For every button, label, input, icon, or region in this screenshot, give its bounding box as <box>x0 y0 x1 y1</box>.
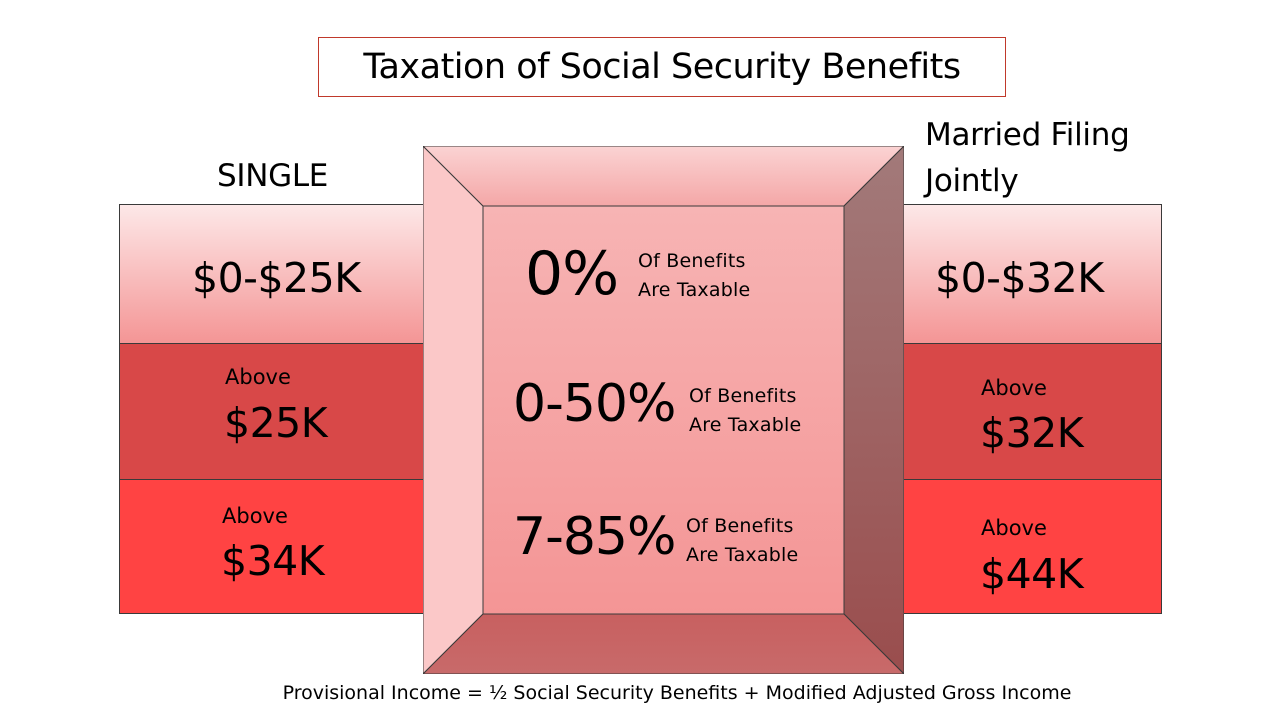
center-row-1-percent: 0% <box>525 239 619 309</box>
joint-tier-2: Above $32K <box>885 343 1162 480</box>
footer-formula-text: Provisional Income = ½ Social Security B… <box>282 682 1072 704</box>
single-heading: SINGLE <box>217 158 329 194</box>
single-tier-2: Above $25K <box>119 343 439 480</box>
single-tier-3: Above $34K <box>119 479 439 614</box>
center-bevel-block <box>423 146 904 674</box>
page-title: Taxation of Social Security Benefits <box>318 37 1006 97</box>
bevel-bottom <box>423 613 904 674</box>
center-row-3-line2: Are Taxable <box>686 544 799 566</box>
footer-formula: Provisional Income = ½ Social Security B… <box>0 681 1280 705</box>
center-row-1-line2: Are Taxable <box>638 279 751 301</box>
bevel-top <box>423 146 904 207</box>
single-tier-2-amount: $25K <box>224 399 328 447</box>
center-row-1-desc: Of Benefits Are Taxable <box>638 247 750 305</box>
center-row-1-line1: Of Benefits <box>638 250 746 272</box>
joint-tier-2-amount: $32K <box>980 409 1084 457</box>
center-row-3-desc: Of Benefits Are Taxable <box>686 512 798 570</box>
center-row-2-percent: 0-50% <box>513 374 676 434</box>
single-tier-1-amount: $0-$25K <box>192 254 361 302</box>
joint-tier-3: Above $44K <box>885 479 1162 614</box>
joint-heading-line2: Jointly <box>925 163 1019 199</box>
center-row-3-line1: Of Benefits <box>686 515 794 537</box>
center-row-2-line2: Are Taxable <box>689 414 802 436</box>
joint-tier-3-amount: $44K <box>980 550 1084 598</box>
joint-tier-1: $0-$32K <box>885 204 1162 344</box>
joint-tier-3-prefix: Above <box>981 516 1047 540</box>
single-tier-3-prefix: Above <box>222 504 288 528</box>
center-row-2-desc: Of Benefits Are Taxable <box>689 382 801 440</box>
bevel-face <box>482 205 845 615</box>
single-tier-3-amount: $34K <box>221 537 325 585</box>
center-row-2-line1: Of Benefits <box>689 385 797 407</box>
single-tier-2-prefix: Above <box>225 365 291 389</box>
page-title-text: Taxation of Social Security Benefits <box>363 47 961 87</box>
joint-heading-line1: Married Filing <box>925 117 1130 153</box>
single-tier-1: $0-$25K <box>119 204 439 344</box>
bevel-right <box>843 146 904 674</box>
bevel-left <box>423 146 484 674</box>
joint-tier-1-amount: $0-$32K <box>935 254 1104 302</box>
center-row-3-percent: 7-85% <box>513 507 676 567</box>
joint-tier-2-prefix: Above <box>981 376 1047 400</box>
joint-heading: Married Filing Jointly <box>925 112 1130 204</box>
